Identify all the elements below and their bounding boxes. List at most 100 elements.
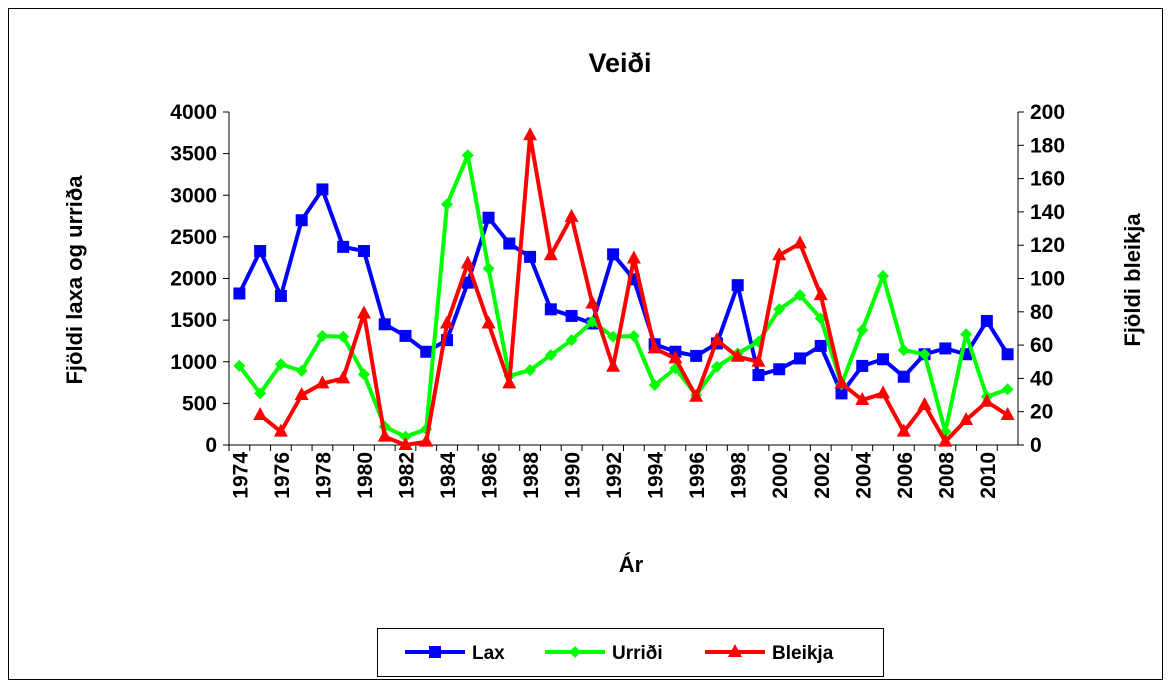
data-point <box>254 245 267 258</box>
data-point <box>917 397 932 411</box>
data-point <box>399 430 412 443</box>
data-point <box>959 412 974 426</box>
data-point <box>337 240 350 253</box>
data-point <box>274 358 287 371</box>
data-point <box>938 433 953 447</box>
data-point <box>482 211 495 224</box>
data-point <box>564 208 579 222</box>
data-point <box>524 250 537 263</box>
data-point <box>793 289 806 302</box>
data-point <box>897 370 910 383</box>
data-point <box>295 364 308 377</box>
y2-tick-label: 80 <box>1030 301 1053 324</box>
series-line <box>237 153 1009 439</box>
data-point <box>295 214 308 227</box>
data-point <box>835 387 848 400</box>
data-point <box>607 248 620 261</box>
data-point <box>814 339 827 352</box>
y2-tick-label: 160 <box>1030 168 1065 191</box>
data-point <box>876 385 891 399</box>
data-point <box>544 349 557 362</box>
x-axis-title: Ár <box>619 552 644 577</box>
y-tick-label: 2500 <box>170 226 217 249</box>
legend-marker <box>728 644 742 657</box>
x-tick-label: 2000 <box>769 452 792 499</box>
data-point <box>565 309 578 322</box>
data-point <box>316 183 329 196</box>
data-point <box>523 127 538 141</box>
data-point <box>461 149 474 162</box>
x-tick-label: 2010 <box>977 452 1000 499</box>
data-point <box>772 247 787 261</box>
data-point <box>254 387 267 400</box>
y-tick-label: 500 <box>182 392 217 415</box>
data-point <box>233 287 246 300</box>
x-tick-label: 1980 <box>354 452 377 499</box>
data-point <box>730 348 745 362</box>
data-point <box>544 303 557 316</box>
data-point <box>751 353 766 367</box>
data-point <box>648 379 661 392</box>
x-tick-label: 1984 <box>437 452 460 499</box>
data-point <box>897 344 910 357</box>
data-point <box>337 330 350 343</box>
data-point <box>502 375 517 389</box>
data-point <box>524 364 537 377</box>
y2-tick-label: 140 <box>1030 201 1065 224</box>
y2-tick-label: 120 <box>1030 234 1065 257</box>
x-tick-label: 2008 <box>935 452 958 499</box>
x-tick-label: 1976 <box>271 452 294 499</box>
y2-tick-label: 60 <box>1030 334 1053 357</box>
data-point <box>357 245 370 258</box>
data-point <box>399 329 412 342</box>
data-point <box>960 328 973 341</box>
data-point <box>315 375 330 389</box>
data-point <box>273 423 288 437</box>
legend-label: Lax <box>472 643 505 664</box>
data-point <box>856 359 869 372</box>
x-tick-label: 1998 <box>728 452 751 499</box>
data-point <box>606 358 621 372</box>
y2-tick-label: 20 <box>1030 401 1053 424</box>
data-point <box>877 270 890 283</box>
data-point <box>420 345 433 358</box>
data-point <box>398 437 413 450</box>
data-point <box>481 315 496 329</box>
y2-tick-label: 40 <box>1030 367 1053 390</box>
data-point <box>565 334 578 347</box>
data-point <box>1001 383 1014 396</box>
data-point <box>710 360 723 373</box>
legend-label: Bleikja <box>772 643 834 664</box>
y2-tick-label: 0 <box>1030 434 1042 457</box>
data-point <box>357 368 370 381</box>
y-tick-label: 2000 <box>170 268 217 291</box>
data-point <box>877 353 890 366</box>
data-point <box>461 276 474 289</box>
y-tick-label: 1000 <box>170 351 217 374</box>
data-point <box>627 329 640 342</box>
data-point <box>689 388 704 402</box>
data-point <box>626 250 641 264</box>
data-point <box>856 324 869 337</box>
data-point <box>419 433 434 447</box>
data-point <box>793 352 806 365</box>
y-tick-label: 1500 <box>170 309 217 332</box>
data-point <box>731 279 744 292</box>
data-point <box>773 303 786 316</box>
x-tick-label: 2006 <box>894 452 917 499</box>
x-tick-label: 1992 <box>603 452 626 499</box>
x-tick-label: 1996 <box>686 452 709 499</box>
data-point <box>482 262 495 275</box>
data-point <box>253 407 268 421</box>
y2-tick-label: 180 <box>1030 134 1065 157</box>
y-tick-label: 3000 <box>170 184 217 207</box>
x-tick-label: 1988 <box>520 452 543 499</box>
data-point <box>585 295 600 309</box>
data-point <box>460 255 475 269</box>
x-tick-label: 1982 <box>395 452 418 499</box>
data-point <box>440 315 455 329</box>
data-point <box>377 428 392 442</box>
chart-title: Veiði <box>588 48 651 78</box>
data-point <box>441 198 454 211</box>
data-point <box>356 305 371 319</box>
